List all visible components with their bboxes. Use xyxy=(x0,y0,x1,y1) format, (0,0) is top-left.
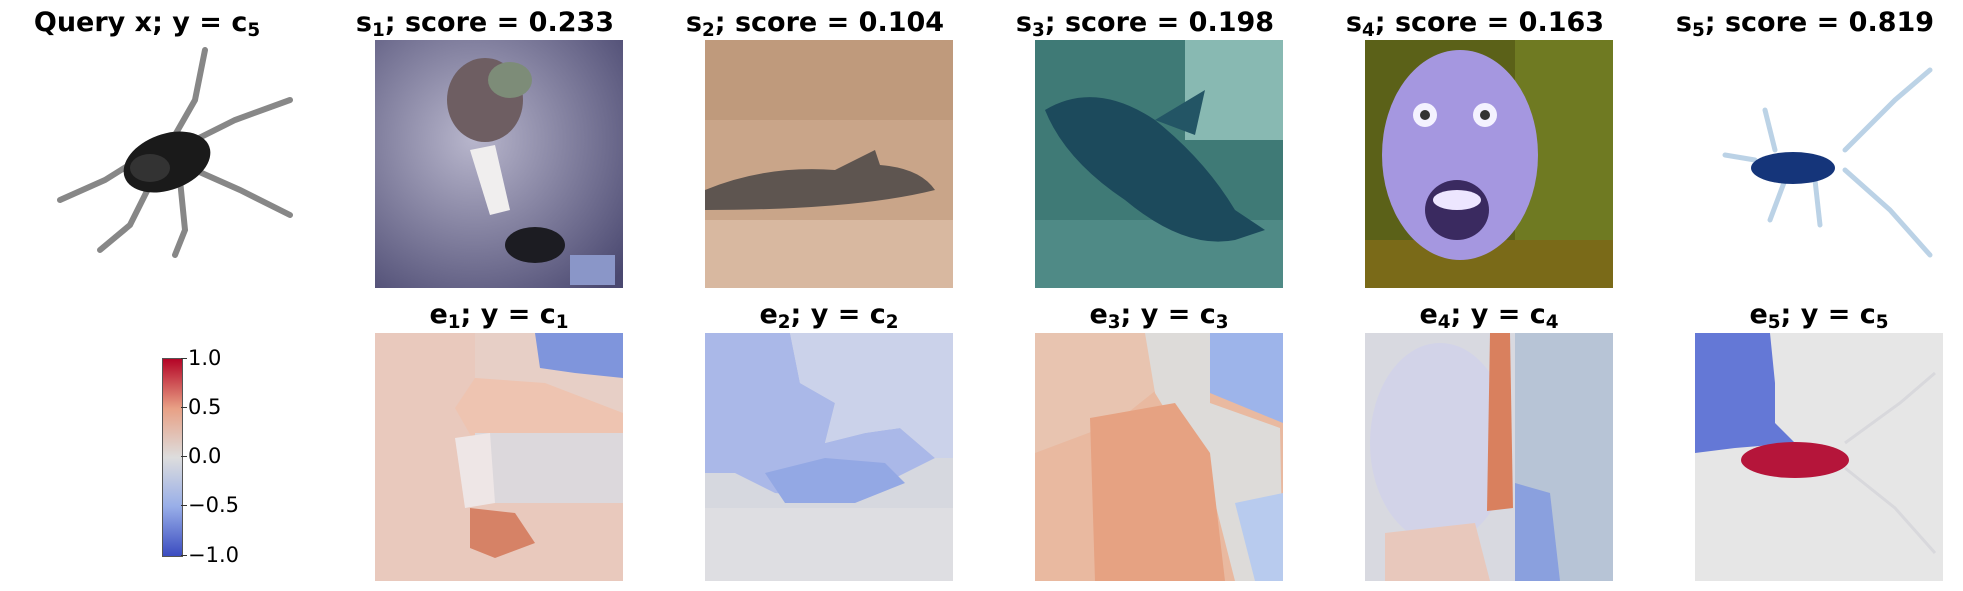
colorbar-tick-label: −1.0 xyxy=(188,543,239,567)
explanation-2-title: e2; y = c2 xyxy=(759,299,899,334)
colorbar-tick-label: 0.5 xyxy=(188,395,222,419)
explanation-5-heatmap xyxy=(1695,333,1943,581)
sample-2-title: s2; score = 0.104 xyxy=(685,7,945,42)
sample-5-title: s5; score = 0.819 xyxy=(1675,7,1935,42)
sample-3-title: s3; score = 0.198 xyxy=(1015,7,1275,42)
explanation-2-heatmap xyxy=(705,333,953,581)
explanation-4-title: e4; y = c4 xyxy=(1419,299,1559,334)
explanation-5-title: e5; y = c5 xyxy=(1749,299,1889,334)
query-image xyxy=(45,40,293,288)
explanation-3-title: e3; y = c3 xyxy=(1089,299,1229,334)
explanation-1-heatmap xyxy=(375,333,623,581)
sample-3-image xyxy=(1035,40,1283,288)
colorbar-tick-label: 1.0 xyxy=(188,346,222,370)
sample-5-image xyxy=(1695,40,1943,288)
sample-1-image xyxy=(375,40,623,288)
sample-4-title: s4; score = 0.163 xyxy=(1345,7,1605,42)
sample-1-title: s1; score = 0.233 xyxy=(355,7,615,42)
colorbar-tick-label: 0.0 xyxy=(188,444,222,468)
colorbar-tick-label: −0.5 xyxy=(188,493,239,517)
explanation-4-heatmap xyxy=(1365,333,1613,581)
explanation-3-heatmap xyxy=(1035,333,1283,581)
explanation-1-title: e1; y = c1 xyxy=(429,299,569,334)
sample-4-image xyxy=(1365,40,1613,288)
sample-2-image xyxy=(705,40,953,288)
colorbar xyxy=(162,358,183,557)
query-title: Query x; y = c5 xyxy=(33,7,261,42)
